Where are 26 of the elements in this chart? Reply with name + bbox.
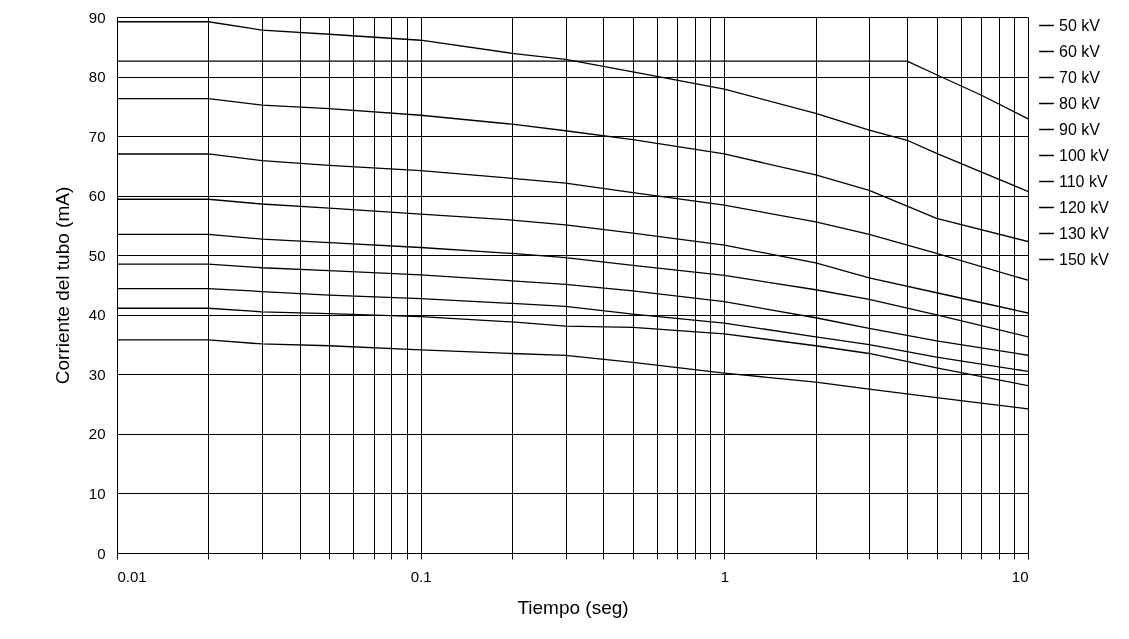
legend-label: 110 kV <box>1059 172 1108 190</box>
y-axis-title: Corriente del tubo (mA) <box>51 186 73 385</box>
x-tick-label: 10 <box>1011 567 1029 585</box>
legend-label: 150 kV <box>1059 250 1110 268</box>
x-tick-label: 0.01 <box>117 567 147 585</box>
legend-label: 70 kV <box>1059 68 1101 86</box>
y-tick-label: 20 <box>88 425 106 443</box>
y-tick-label: 60 <box>88 187 106 205</box>
x-axis-title: Tiempo (seg) <box>517 596 629 618</box>
y-tick-label: 30 <box>88 365 106 383</box>
y-tick-label: 10 <box>88 484 106 502</box>
y-tick-label: 0 <box>97 544 106 562</box>
x-tick-label: 0.1 <box>410 567 432 585</box>
legend-label: 90 kV <box>1059 120 1101 138</box>
x-tick-label: 1 <box>720 567 730 585</box>
legend-label: 130 kV <box>1059 224 1110 242</box>
legend-label: 80 kV <box>1059 94 1101 112</box>
legend-label: 60 kV <box>1059 42 1101 60</box>
legend-label: 120 kV <box>1059 198 1110 216</box>
legend-label: 50 kV <box>1059 16 1101 34</box>
y-tick-label: 50 <box>88 246 106 264</box>
y-tick-label: 90 <box>88 8 106 26</box>
y-tick-label: 70 <box>88 127 106 145</box>
y-tick-label: 40 <box>88 306 106 324</box>
legend-label: 100 kV <box>1059 146 1110 164</box>
y-tick-label: 80 <box>88 68 106 86</box>
